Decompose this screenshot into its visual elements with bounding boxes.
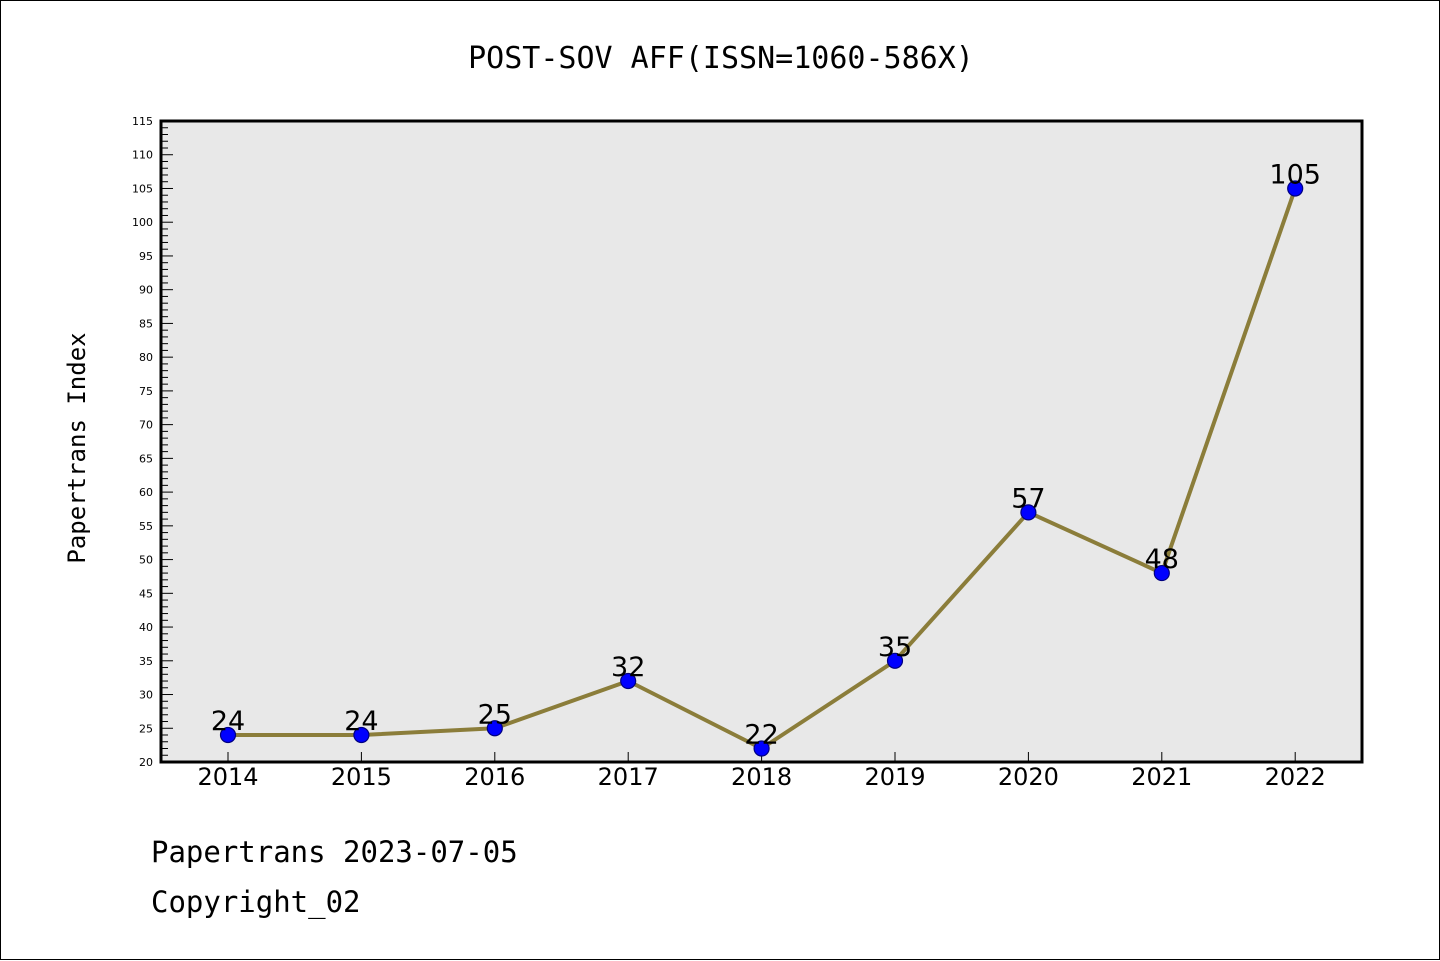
data-label: 24: [211, 706, 245, 737]
x-axis-ticks: [227, 752, 1296, 762]
plot-border: [159, 119, 1364, 764]
y-tick-label: 110: [132, 149, 153, 162]
footer-credit: Papertrans 2023-07-05: [151, 835, 518, 869]
data-label: 105: [1269, 159, 1321, 190]
x-axis-tick-labels: 2014 2015 2016 2017 2018 2019 2020 2021 2022: [197, 763, 1325, 791]
y-tick-label: 65: [139, 452, 153, 465]
y-axis-label: Papertrans Index: [63, 332, 91, 563]
y-tick-label: 95: [139, 250, 153, 263]
data-label: 48: [1145, 544, 1179, 575]
footer-copyright: Copyright_02: [151, 885, 361, 919]
y-tick-label: 25: [139, 722, 153, 735]
y-tick-label: 70: [139, 419, 153, 432]
data-point: [1020, 504, 1037, 521]
x-tick-label: 2018: [731, 763, 792, 791]
data-label: 22: [744, 720, 778, 751]
y-tick-label: 90: [139, 284, 153, 297]
plot-area: [161, 121, 1362, 762]
y-tick-label: 45: [139, 587, 153, 600]
y-axis-tick-labels: 20 25 30 35 40 45 50 55 60 65 70 75 80 85 90 95 100 105 11…: [132, 115, 153, 769]
data-point: [353, 726, 370, 744]
x-tick-label: 2021: [1131, 763, 1192, 791]
y-tick-label: 20: [139, 756, 153, 769]
x-tick-label: 2014: [197, 763, 258, 791]
x-tick-label: 2020: [998, 763, 1059, 791]
y-tick-label: 55: [139, 520, 153, 533]
x-tick-label: 2016: [464, 763, 525, 791]
y-tick-label: 75: [139, 385, 153, 398]
data-point: [886, 652, 904, 669]
data-point: [620, 672, 637, 690]
data-label: 57: [1011, 483, 1045, 514]
x-tick-label: 2019: [864, 763, 925, 791]
data-point: [219, 726, 237, 744]
data-label: 25: [478, 699, 512, 730]
data-point: [1153, 564, 1170, 582]
data-label: 32: [611, 652, 645, 683]
x-tick-label: 2017: [598, 763, 659, 791]
y-tick-label: 40: [139, 621, 153, 634]
data-point: [753, 740, 770, 757]
y-tick-label: 85: [139, 317, 153, 330]
data-point: [1287, 180, 1304, 197]
y-tick-label: 30: [139, 689, 153, 702]
y-tick-label: 50: [139, 554, 153, 567]
y-tick-label: 100: [132, 216, 153, 229]
data-label: 24: [344, 706, 378, 737]
x-tick-label: 2022: [1265, 763, 1326, 791]
data-label: 35: [878, 632, 912, 663]
data-point: [486, 720, 503, 737]
y-tick-label: 105: [132, 182, 153, 195]
y-tick-label: 115: [132, 115, 153, 128]
y-tick-label: 35: [139, 655, 153, 668]
series-layer: 24 24 25 32 22 35 57 48 105: [211, 159, 1321, 757]
y-tick-label: 60: [139, 486, 153, 499]
chart-title: POST-SOV AFF(ISSN=1060-586X): [468, 41, 974, 76]
y-tick-label: 80: [139, 351, 153, 364]
x-tick-label: 2015: [331, 763, 392, 791]
